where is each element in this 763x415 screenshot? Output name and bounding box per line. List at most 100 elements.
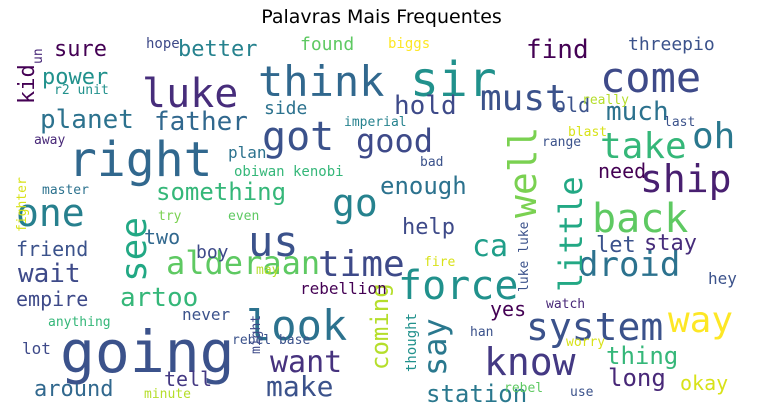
word-try: try bbox=[158, 209, 182, 224]
word-father: father bbox=[154, 107, 248, 137]
word-go: go bbox=[332, 181, 378, 225]
word-use: use bbox=[570, 385, 594, 400]
word-rebel: rebel bbox=[504, 381, 543, 396]
word-look: look bbox=[246, 301, 347, 350]
word-right: right bbox=[68, 132, 213, 188]
word-okay: okay bbox=[680, 371, 728, 395]
word-planet: planet bbox=[40, 105, 134, 135]
word-better: better bbox=[178, 37, 257, 62]
word-tell: tell bbox=[164, 367, 212, 391]
word-make: make bbox=[266, 370, 333, 403]
word-see: see bbox=[114, 217, 155, 282]
word-back: back bbox=[592, 196, 688, 242]
word-bad: bad bbox=[420, 155, 443, 170]
word-luke: luke bbox=[142, 71, 238, 117]
word-even: even bbox=[228, 209, 259, 224]
word-side: side bbox=[264, 98, 307, 119]
word-time: time bbox=[318, 244, 405, 285]
word-sure: sure bbox=[54, 37, 107, 62]
word-going: going bbox=[60, 318, 235, 386]
word-range: range bbox=[542, 135, 581, 150]
word-something: something bbox=[156, 178, 286, 206]
word-empire: empire bbox=[16, 287, 88, 311]
word-worry: worry bbox=[566, 335, 605, 350]
word-might: might bbox=[249, 315, 264, 354]
word-little: little bbox=[552, 176, 590, 292]
word-hope: hope bbox=[146, 36, 180, 52]
chart-title: Palavras Mais Frequentes bbox=[261, 6, 502, 28]
word-find: find bbox=[526, 35, 589, 65]
word-away: away bbox=[34, 133, 65, 148]
word-come: come bbox=[600, 53, 701, 102]
word-old: old bbox=[554, 93, 590, 117]
word-alderaan: alderaan bbox=[166, 244, 320, 282]
word-good: good bbox=[356, 122, 433, 160]
word-found: found bbox=[300, 34, 354, 55]
word-fire: fire bbox=[424, 255, 455, 270]
word-oh: oh bbox=[692, 116, 735, 157]
word-obiwan-kenobi: obiwan kenobi bbox=[234, 164, 344, 180]
word-threepio: threepio bbox=[628, 34, 715, 55]
word-never: never bbox=[182, 305, 231, 324]
word-must: must bbox=[480, 78, 567, 119]
word-may: may bbox=[256, 263, 280, 278]
word-hey: hey bbox=[708, 269, 737, 288]
word-want: want bbox=[270, 345, 342, 380]
word-sir: sir bbox=[410, 52, 497, 108]
word-plan: plan bbox=[228, 143, 267, 162]
word-r2-unit: r2 unit bbox=[54, 83, 109, 98]
word-anything: anything bbox=[48, 315, 111, 330]
word-two: two bbox=[144, 225, 180, 249]
word-fighter: fighter bbox=[15, 177, 30, 232]
word-know: know bbox=[484, 340, 576, 384]
word-last: last bbox=[664, 115, 695, 130]
word-artoo: artoo bbox=[120, 283, 198, 313]
word-system: system bbox=[526, 305, 663, 349]
word-biggs: biggs bbox=[388, 36, 430, 52]
word-force: force bbox=[398, 263, 518, 309]
word-droid: droid bbox=[578, 245, 680, 285]
word-lot: lot bbox=[22, 339, 51, 358]
word-minute: minute bbox=[144, 387, 191, 402]
word-long: long bbox=[608, 364, 666, 392]
word-need: need bbox=[598, 159, 646, 183]
word-wait: wait bbox=[18, 259, 81, 289]
word-ca: ca bbox=[472, 229, 508, 264]
word-thing: thing bbox=[606, 342, 678, 370]
word-un: un bbox=[31, 48, 46, 64]
word-help: help bbox=[402, 215, 455, 240]
word-blast: blast bbox=[568, 125, 607, 140]
word-around: around bbox=[34, 377, 113, 402]
word-luke-luke: luke luke bbox=[517, 221, 532, 292]
word-friend: friend bbox=[16, 237, 88, 261]
word-kid: kid bbox=[15, 64, 40, 104]
word-thought: thought bbox=[404, 313, 420, 372]
word-boy: boy bbox=[196, 242, 229, 263]
word-think: think bbox=[258, 57, 384, 106]
word-han: han bbox=[470, 325, 493, 340]
word-watch: watch bbox=[546, 297, 585, 312]
word-rebel-base: rebel base bbox=[232, 333, 310, 348]
word-really: really bbox=[582, 93, 629, 108]
word-well: well bbox=[501, 126, 545, 218]
word-us: us bbox=[248, 217, 299, 266]
word-let: let bbox=[596, 233, 636, 258]
word-way: way bbox=[668, 300, 733, 341]
word-station: station bbox=[426, 380, 527, 408]
word-power: power bbox=[42, 65, 108, 90]
word-master: master bbox=[42, 183, 89, 198]
word-say: say bbox=[416, 318, 454, 376]
word-coming: coming bbox=[366, 283, 394, 370]
word-enough: enough bbox=[380, 172, 467, 200]
word-ship: ship bbox=[640, 157, 732, 201]
word-yes: yes bbox=[490, 297, 526, 321]
word-stay: stay bbox=[644, 231, 697, 256]
word-rebellion: rebellion bbox=[300, 279, 387, 298]
word-hold: hold bbox=[394, 91, 457, 121]
word-take: take bbox=[600, 126, 687, 167]
word-got: got bbox=[262, 114, 334, 160]
word-imperial: imperial bbox=[344, 115, 407, 130]
word-much: much bbox=[606, 97, 669, 127]
